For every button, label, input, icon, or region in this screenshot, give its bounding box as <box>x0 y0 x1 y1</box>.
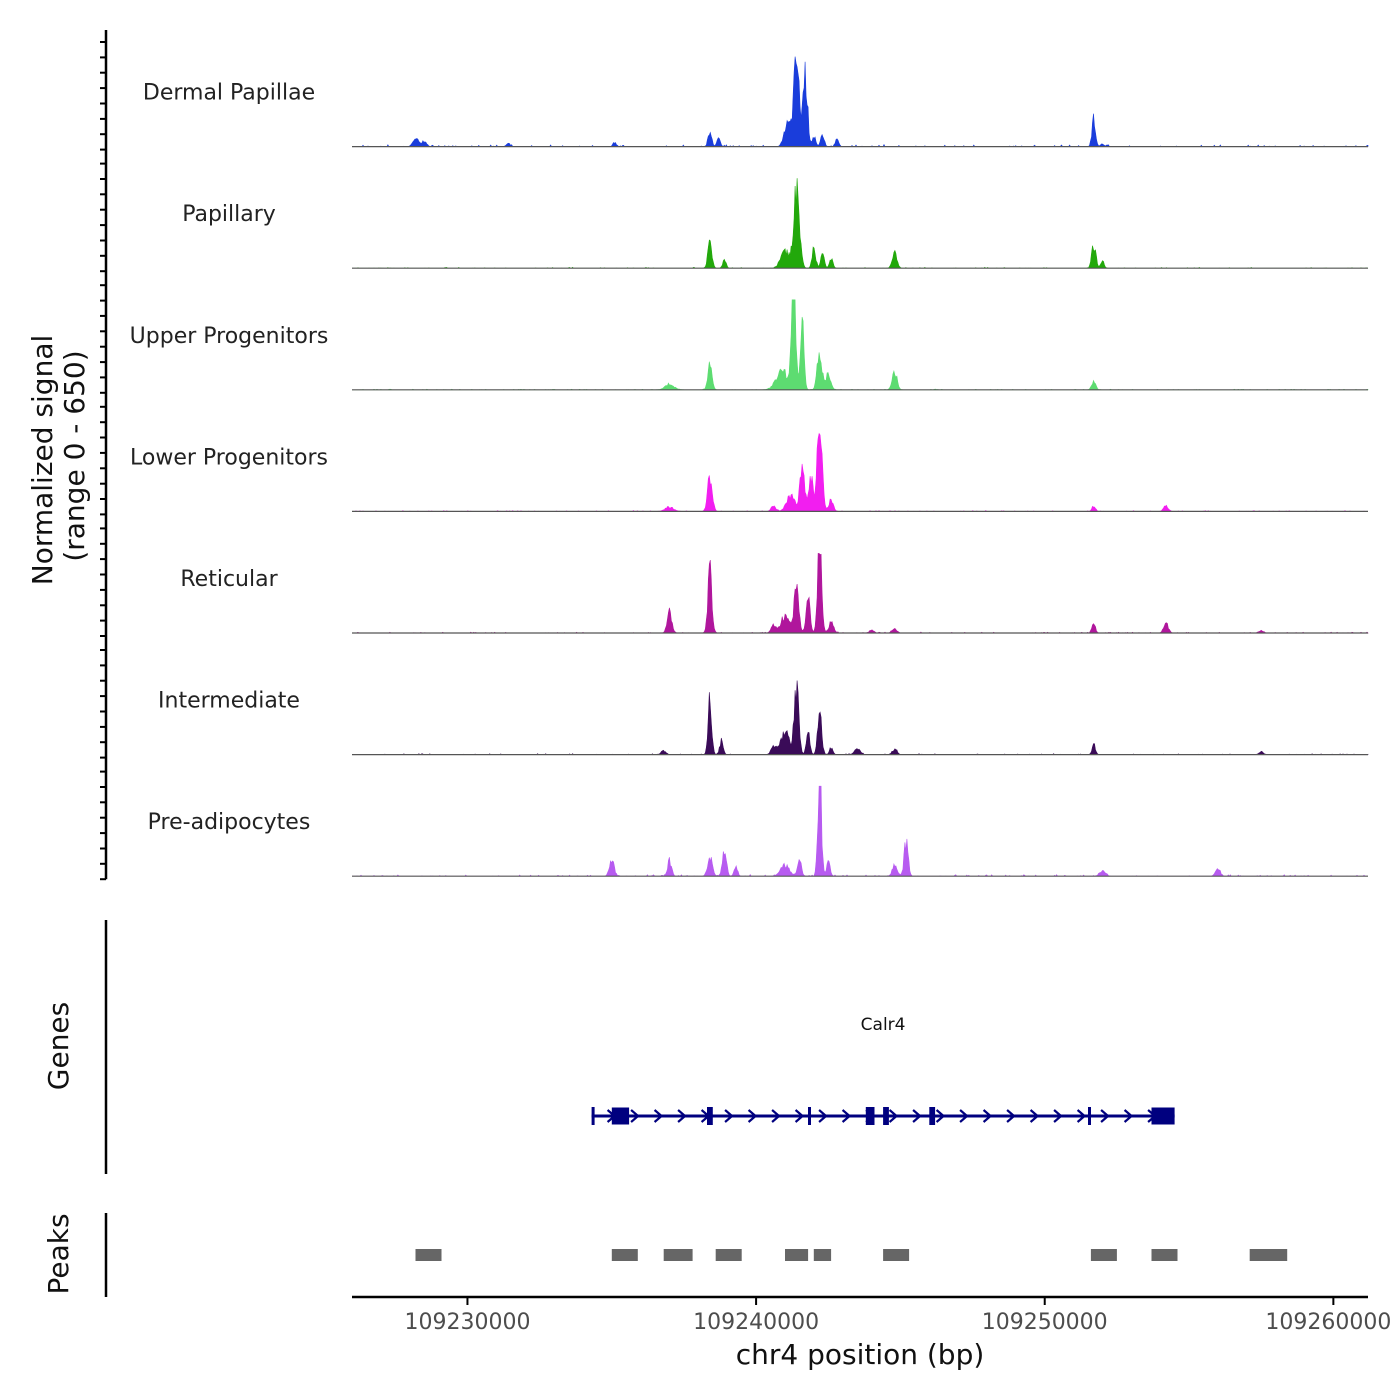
strand-arrow <box>677 1109 687 1123</box>
strand-arrow <box>1076 1109 1087 1123</box>
genes-axis-title: Genes <box>42 1002 75 1090</box>
peak-region <box>883 1249 910 1261</box>
strand-arrow <box>653 1109 664 1123</box>
strand-arrow <box>724 1109 734 1123</box>
coverage-area <box>352 432 1368 512</box>
strand-arrow <box>935 1109 946 1123</box>
gene-exon <box>1088 1107 1091 1125</box>
coverage-area <box>352 553 1369 634</box>
peak-region <box>611 1249 638 1261</box>
peaks-axis-title: Peaks <box>42 1213 75 1294</box>
gene-exon <box>591 1107 595 1125</box>
peak-region <box>715 1249 742 1261</box>
peak-panel <box>104 1213 1288 1297</box>
gene-exon <box>865 1107 875 1125</box>
x-tick-label: 109260000 <box>1265 1310 1391 1335</box>
gene-exon <box>808 1107 811 1125</box>
strand-arrow <box>912 1109 922 1123</box>
track-label: Papillary <box>182 202 276 227</box>
coverage-area <box>352 680 1369 755</box>
strand-arrow <box>1123 1109 1134 1123</box>
track-label: Reticular <box>180 567 278 592</box>
peak-region <box>1249 1249 1288 1261</box>
coverage-track: Reticular <box>180 553 1369 634</box>
x-axis: 109230000 109240000 109250000 109260000 <box>352 1295 1391 1335</box>
strand-arrow <box>1053 1109 1063 1123</box>
gene-exon <box>611 1107 630 1125</box>
strand-arrow <box>1029 1109 1040 1123</box>
strand-arrow <box>888 1109 899 1123</box>
track-label: Lower Progenitors <box>130 445 328 470</box>
track-label: Upper Progenitors <box>130 324 329 349</box>
gene-panel: Calr4 <box>104 920 1175 1174</box>
gene-exon <box>1151 1107 1175 1125</box>
gene-exon <box>929 1107 936 1125</box>
strand-arrow <box>1006 1109 1016 1123</box>
peak-region <box>663 1249 693 1261</box>
coverage-track: Papillary <box>182 178 1369 269</box>
coverage-area <box>352 785 1368 877</box>
peak-region <box>1151 1249 1178 1261</box>
coverage-area <box>352 56 1369 148</box>
strand-arrow <box>794 1109 805 1123</box>
strand-arrow <box>982 1109 993 1123</box>
coverage-track: Pre-adipocytes <box>148 785 1368 877</box>
x-axis-title: chr4 position (bp) <box>736 1338 985 1371</box>
x-tick-label: 109240000 <box>693 1310 819 1335</box>
gene-exon <box>707 1107 713 1125</box>
coverage-axis-title-line2: (range 0 - 650) <box>58 350 91 561</box>
strand-arrow <box>1100 1109 1110 1123</box>
x-tick-label: 109250000 <box>982 1310 1108 1335</box>
strand-arrow <box>841 1109 852 1123</box>
strand-arrow <box>959 1109 969 1123</box>
peak-region <box>813 1249 832 1261</box>
coverage-track: Upper Progenitors <box>130 299 1369 391</box>
coverage-area <box>352 178 1369 269</box>
track-label: Pre-adipocytes <box>148 810 311 835</box>
peak-region <box>785 1249 809 1261</box>
strand-arrow <box>630 1109 640 1123</box>
track-label: Dermal Papillae <box>143 81 315 106</box>
peak-region <box>1090 1249 1117 1261</box>
strand-arrow <box>818 1109 828 1123</box>
strand-arrow <box>771 1109 781 1123</box>
coverage-track: Intermediate <box>158 680 1369 756</box>
gene-model: Calr4 <box>591 1015 1175 1125</box>
peak-region <box>415 1249 442 1261</box>
coverage-track: Dermal Papillae <box>143 56 1369 148</box>
coverage-axis-title-line1: Normalized signal <box>26 335 59 586</box>
track-label: Intermediate <box>158 689 300 714</box>
x-tick-label: 109230000 <box>405 1310 531 1335</box>
gene-exon <box>883 1107 889 1125</box>
gene-label: Calr4 <box>861 1015 906 1035</box>
strand-arrow <box>747 1109 758 1123</box>
coverage-y-axis <box>100 30 108 881</box>
coverage-tracks: Dermal Papillae Papillary Upper Progenitor… <box>130 56 1369 877</box>
coverage-track: Lower Progenitors <box>130 432 1368 512</box>
coverage-area <box>352 299 1369 391</box>
